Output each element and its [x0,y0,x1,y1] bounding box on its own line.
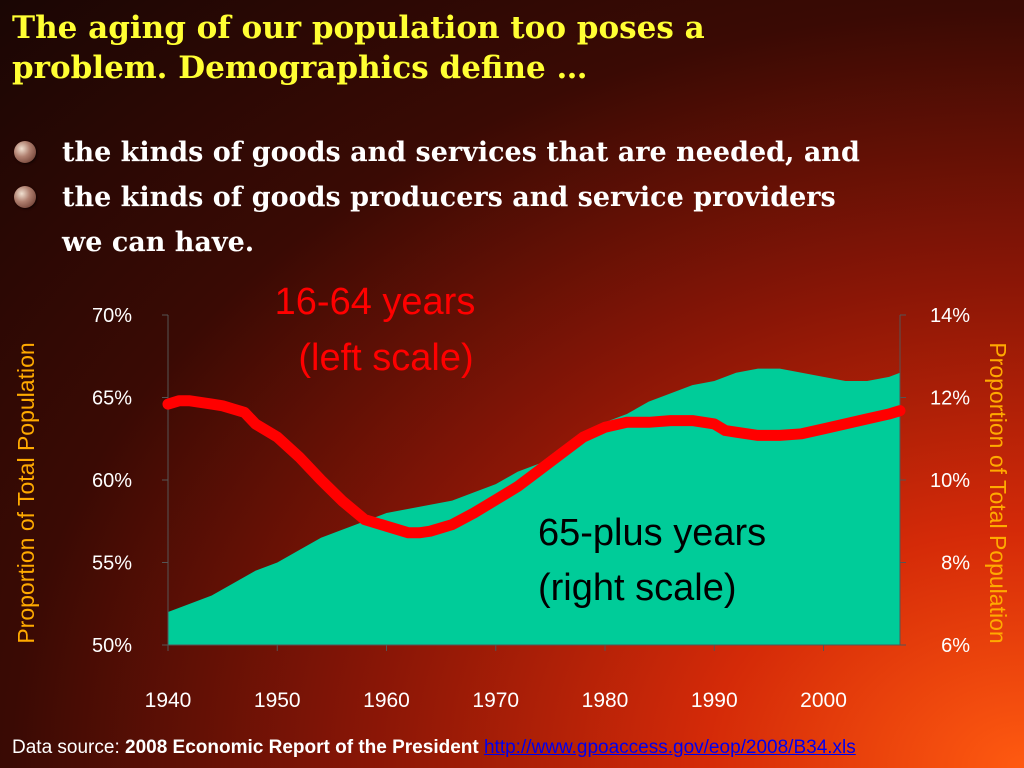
area-series-label: 65-plus years [538,512,766,554]
x-tick-label: 1990 [691,689,738,712]
bullet-item-2: the kinds of goods producers and service… [14,175,1014,220]
bullet-sphere-icon [14,141,36,163]
left-tick-label: 50% [92,635,132,657]
right-tick-label: 10% [930,470,970,492]
bullet-sphere-icon [14,186,36,208]
right-tick-label: 8% [941,553,970,575]
left-tick-label: 65% [92,388,132,410]
bullet-item-2-continuation: we can have. [14,220,1014,265]
bullet-list: the kinds of goods and services that are… [14,130,1014,265]
line-series-label: 16-64 years [275,281,476,323]
x-tick-label: 2000 [800,689,847,712]
data-source-link[interactable]: http://www.gpoaccess.gov/eop/2008/B34.xl… [483,737,856,758]
area-65-plus [168,368,900,645]
left-tick-label: 55% [92,553,132,575]
line-series-scale-note: (left scale) [298,337,473,379]
right-tick-label: 6% [941,635,970,657]
left-tick-label: 60% [92,470,132,492]
data-source-footer: Data source: 2008 Economic Report of the… [12,737,856,759]
x-tick-label: 1940 [145,689,192,712]
data-source-name: 2008 Economic Report of the President [125,737,479,758]
slide-title-line-2: problem. Demographics define … [12,50,588,86]
right-tick-label: 14% [930,305,970,327]
x-tick-label: 1960 [363,689,410,712]
slide-title: The aging of our population too poses a … [12,8,1012,88]
bullet-text-1: the kinds of goods and services that are… [62,137,860,168]
bullet-text-2-continuation: we can have. [62,227,255,258]
x-tick-label: 1950 [254,689,301,712]
bullet-text-2: the kinds of goods producers and service… [62,182,836,213]
line-16-64 [162,395,906,539]
x-tick-label: 1980 [582,689,629,712]
bullet-item-1: the kinds of goods and services that are… [14,130,1014,175]
data-source-prefix: Data source: [12,737,125,758]
x-tick-label: 1970 [472,689,519,712]
right-axis-title: Proportion of Total Population [985,342,1011,643]
left-tick-label: 70% [92,305,132,327]
left-axis-title: Proportion of Total Population [13,342,39,643]
right-tick-label: 12% [930,388,970,410]
area-series-scale-note: (right scale) [538,567,737,609]
slide-title-line-1: The aging of our population too poses a [12,10,705,46]
